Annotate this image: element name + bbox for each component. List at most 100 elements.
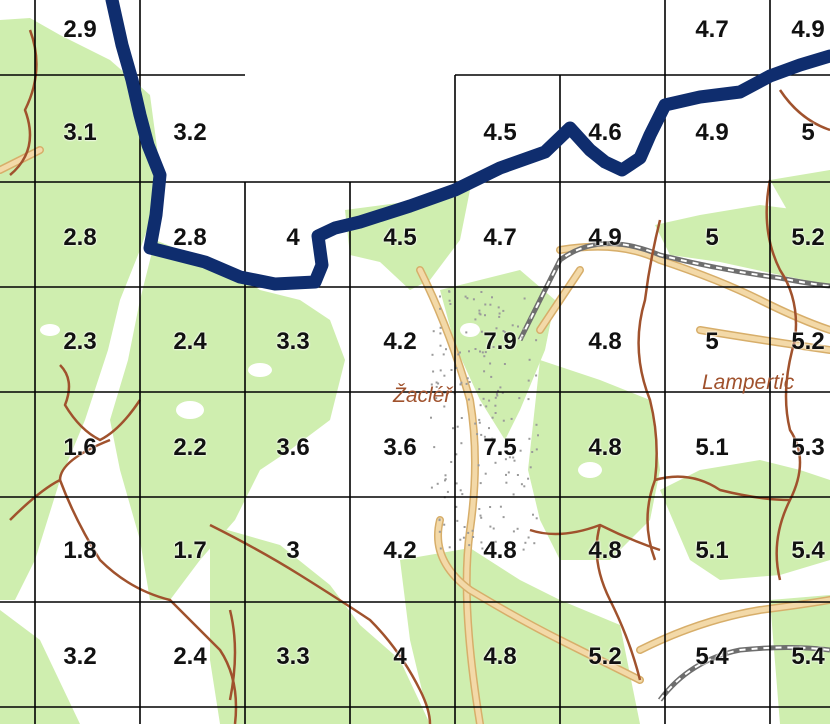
- building-dot: [491, 437, 494, 440]
- building-dot: [524, 541, 527, 544]
- building-dot: [479, 482, 482, 485]
- building-dot: [459, 383, 462, 386]
- building-dot: [496, 394, 499, 397]
- building-dot: [476, 433, 479, 436]
- building-dot: [484, 303, 487, 306]
- building-dot: [439, 295, 441, 298]
- building-dot: [490, 375, 493, 378]
- building-dot: [504, 458, 507, 461]
- building-dot: [480, 541, 483, 544]
- building-dot: [471, 529, 474, 532]
- building-dot: [445, 348, 447, 351]
- building-dot: [468, 544, 471, 547]
- building-dot: [478, 312, 481, 315]
- boundary-line: [778, 89, 830, 132]
- building-dot: [529, 466, 532, 469]
- road: [637, 597, 830, 653]
- building-dot: [484, 314, 486, 317]
- forest-area: [0, 18, 160, 600]
- building-dot: [463, 526, 466, 528]
- building-dot: [488, 399, 491, 402]
- building-dot: [528, 437, 531, 440]
- forest-clearing: [40, 324, 60, 336]
- building-dot: [494, 396, 497, 399]
- building-dot: [518, 397, 521, 400]
- building-dot: [461, 493, 464, 496]
- building-dot: [430, 416, 432, 419]
- building-dot: [455, 505, 458, 508]
- building-dot: [478, 388, 481, 391]
- building-dot: [508, 456, 511, 459]
- building-dot: [450, 369, 453, 371]
- building-dot: [512, 456, 515, 459]
- forest-area: [210, 525, 430, 724]
- building-dot: [484, 472, 487, 475]
- building-dot: [510, 417, 513, 420]
- building-dot: [460, 381, 463, 384]
- building-dot: [460, 442, 463, 445]
- building-dot: [480, 433, 483, 436]
- building-dot: [448, 290, 451, 293]
- building-dot: [495, 392, 498, 395]
- building-dot: [467, 398, 470, 401]
- building-dot: [435, 381, 438, 384]
- building-dot: [468, 350, 470, 353]
- building-dot: [502, 419, 505, 422]
- road-network: [0, 146, 830, 724]
- building-dot: [533, 542, 536, 545]
- road: [557, 244, 830, 333]
- building-dot: [479, 350, 481, 353]
- building-dot: [492, 527, 495, 530]
- forest-area: [660, 460, 830, 580]
- building-dot: [455, 367, 458, 369]
- building-dot: [516, 474, 519, 476]
- building-dot: [527, 536, 530, 539]
- building-dot: [535, 517, 538, 520]
- railway-track-dash: [519, 242, 830, 341]
- building-dot: [437, 382, 440, 385]
- building-dot: [532, 513, 534, 516]
- building-dot: [432, 370, 435, 373]
- building-dot: [527, 477, 530, 480]
- road: [435, 517, 643, 683]
- building-dot: [491, 296, 493, 299]
- building-dot: [507, 471, 510, 474]
- forest-clearing: [460, 323, 480, 337]
- place-label-zacler: Žacléř: [393, 384, 452, 407]
- building-dot: [443, 523, 446, 526]
- building-dot: [448, 546, 451, 549]
- forest-area: [770, 595, 830, 724]
- building-dot: [468, 381, 471, 383]
- building-dot: [483, 370, 486, 373]
- building-dot: [443, 405, 446, 408]
- building-dot: [494, 461, 497, 464]
- building-dot: [494, 540, 497, 543]
- building-dot: [480, 330, 483, 333]
- building-dot: [439, 369, 442, 372]
- building-dot: [459, 351, 461, 354]
- building-dot: [477, 464, 480, 467]
- forest-area: [400, 548, 640, 724]
- building-dot: [456, 519, 459, 522]
- building-dot: [472, 536, 475, 538]
- building-dot: [511, 324, 514, 327]
- building-dot: [491, 416, 494, 419]
- building-dot: [499, 386, 502, 389]
- building-dot: [438, 530, 441, 533]
- building-dot: [439, 344, 442, 347]
- building-dot: [438, 519, 441, 522]
- forest-clearing: [248, 363, 272, 377]
- forest-area: [528, 360, 660, 560]
- building-dot: [513, 459, 516, 462]
- building-dot: [490, 547, 492, 550]
- building-dot: [439, 326, 442, 329]
- building-dot: [489, 362, 492, 365]
- building-dot: [433, 446, 436, 449]
- building-dot: [480, 291, 483, 293]
- boundary-line: [58, 438, 111, 481]
- boundary-line: [765, 179, 802, 581]
- building-dot: [502, 309, 505, 312]
- building-dot: [531, 451, 534, 453]
- building-dot: [520, 483, 523, 486]
